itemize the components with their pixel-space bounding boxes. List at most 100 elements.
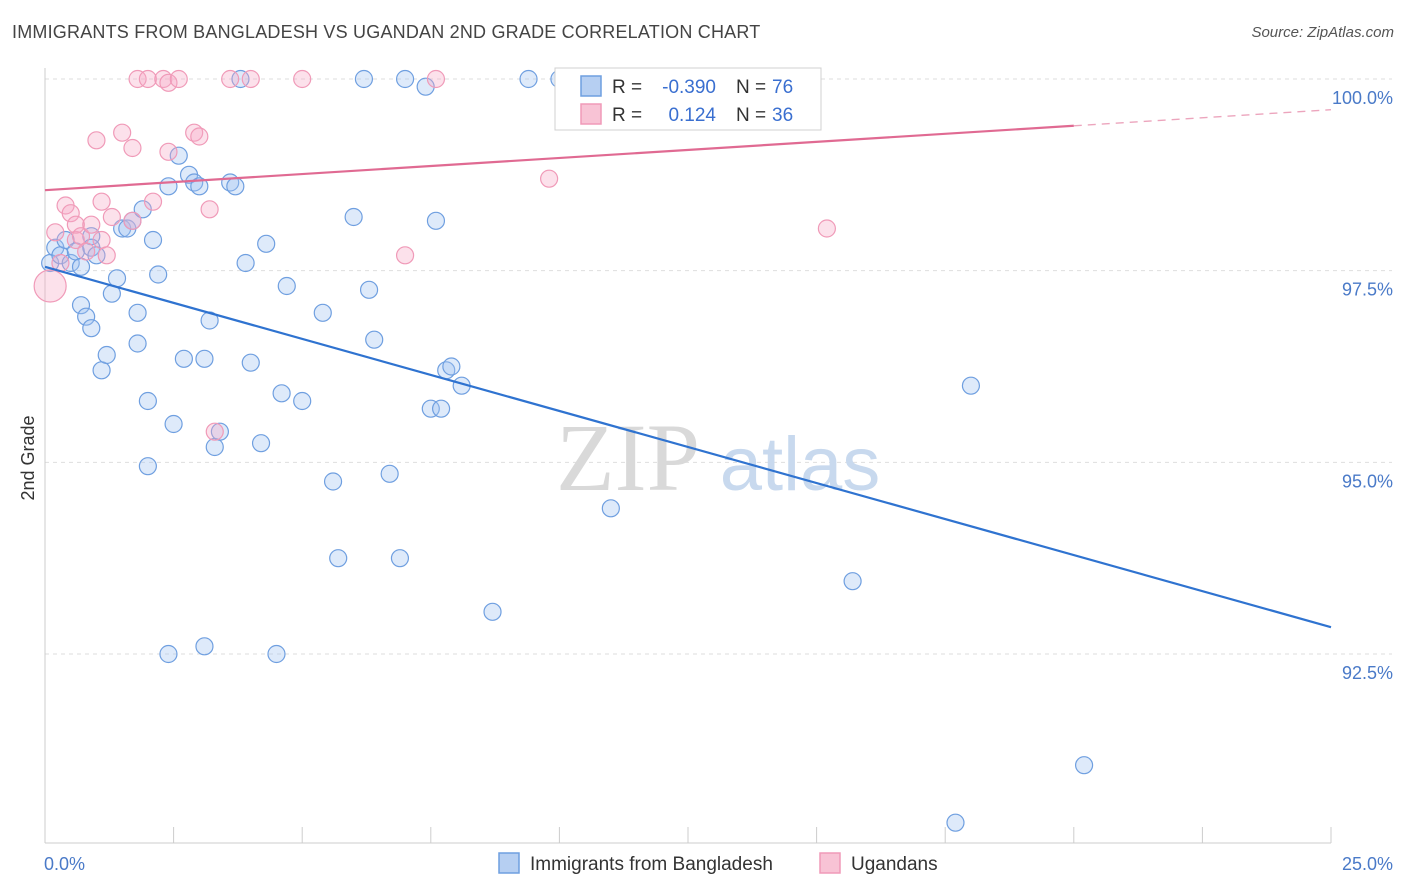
bangladesh-point-20 [128,334,147,353]
ugandans-point-24 [169,69,188,89]
y-tick-label-3: 92.5% [1342,663,1393,683]
bangladesh-point-71 [601,499,620,518]
stats-r-value-2: 0.124 [668,105,716,126]
bangladesh-point-68 [483,602,502,621]
ugandans-point-34 [395,246,415,265]
axes [44,68,1332,844]
stats-legend-swatch-ugandans [580,103,602,125]
stats-r-label-1: R = [612,77,642,98]
bangladesh-point-75 [946,813,965,832]
bangladesh-point-4 [61,253,80,273]
bangladesh-point-45 [277,276,296,296]
ugandans-point-8 [77,242,96,261]
bangladesh-point-31 [190,177,209,196]
bangladesh-point-28 [174,349,193,368]
bangladesh-point-17 [113,219,132,238]
stats-n-value-1: 76 [772,77,793,98]
ugandans-point-19 [138,69,157,89]
bangladesh-point-49 [329,549,348,568]
bangladesh-point-55 [390,549,410,568]
ugandans-point-6 [66,215,85,234]
ugandans-point-16 [123,138,142,158]
stats-r-value-1: -0.390 [662,77,716,98]
ugandans-point-4 [61,204,80,223]
y-tick-labels: 100.0% 97.5% 95.0% 92.5% [1332,88,1393,683]
ugandans-point-35 [817,219,836,238]
ugandans-point-20 [143,192,163,211]
y-tick-label-1: 97.5% [1342,280,1393,300]
bangladesh-point-60 [431,399,451,418]
ugandans-point-32 [426,69,446,89]
bangladesh-point-47 [313,303,332,322]
bangladesh-point-52 [359,280,379,299]
ugandans-point-28 [205,422,224,441]
bangladesh-point-24 [143,230,163,250]
watermark: ZIP atlas [556,404,880,511]
ugandans-point-17 [123,211,142,230]
ugandans-point-1 [46,223,65,242]
stats-n-label-1: N = [736,77,766,98]
ugandans-point-27 [200,200,219,219]
bangladesh-point-58 [421,399,440,418]
bangladesh-point-57 [416,77,435,96]
bangladesh-point-59 [426,211,446,230]
ugandans-point-26 [190,127,209,146]
chart-title: IMMIGRANTS FROM BANGLADESH VS UGANDAN 2N… [12,22,761,42]
ugandans-point-12 [92,192,111,211]
bangladesh-point-35 [210,422,229,441]
bangladesh-point-46 [293,391,312,411]
bangladesh-point-40 [241,353,260,372]
bangladesh-point-42 [257,234,276,253]
ugandans-point-23 [159,142,178,161]
ugandans-point-30 [241,69,260,89]
y-tick-label-0: 100.0% [1332,88,1393,108]
bangladesh-point-62 [442,357,461,376]
series-legend-label-ugandans: Ugandans [851,854,938,875]
bangladesh-point-34 [205,437,224,457]
bangladesh-point-32 [195,349,214,368]
bangladesh-point-50 [344,207,363,227]
bangladesh-point-25 [149,265,168,284]
bangladesh-point-54 [380,464,399,483]
bangladesh-point-66 [159,644,178,664]
bangladesh-point-38 [231,69,250,89]
ugandans-point-10 [87,131,106,150]
y-axis-title: 2nd Grade [18,415,38,500]
bangladesh-point-22 [133,200,152,219]
bangladesh-point-53 [365,330,384,349]
bangladesh-point-74 [1074,756,1094,775]
ugandans-point-9 [82,215,101,234]
bangladesh-point-11 [77,307,96,326]
stats-legend: R = -0.390 N = 76 R = 0.124 N = 36 [554,67,822,131]
x-tick-label-min: 0.0% [44,854,85,874]
series-legend-swatch-bangladesh [498,852,520,874]
trend-lines [44,108,1332,629]
bangladesh-point-44 [272,384,291,403]
y-tick-label-2: 95.0% [1342,471,1393,491]
ugandans-trend-line [44,124,1074,192]
bangladesh-point-21 [128,303,147,322]
bangladesh-point-23 [138,391,157,411]
stats-n-label-2: N = [736,105,766,126]
ugandans-point-18 [128,69,147,89]
bangladesh-point-51 [354,69,374,89]
bangladesh-point-41 [251,434,271,453]
bangladesh-point-10 [71,296,91,315]
series-legend: Immigrants from Bangladesh Ugandans [498,852,938,875]
bangladesh-point-73 [961,376,981,395]
chart-source: Source: ZipAtlas.com [1251,24,1394,41]
bangladesh-point-56 [395,69,415,89]
ugandans-point-13 [97,246,116,265]
stats-n-value-2: 36 [772,105,793,126]
bangladesh-point-65 [164,414,183,434]
ugandans-point-33 [540,169,559,188]
ugandans-point-15 [113,123,132,142]
bangladesh-point-39 [236,253,255,273]
bangladesh-point-48 [323,472,343,491]
ugandans-point-31 [293,69,312,89]
data-points [33,69,1094,832]
ugandans-point-22 [159,73,178,92]
bangladesh-point-12 [82,319,101,338]
bangladesh-point-27 [169,146,188,165]
